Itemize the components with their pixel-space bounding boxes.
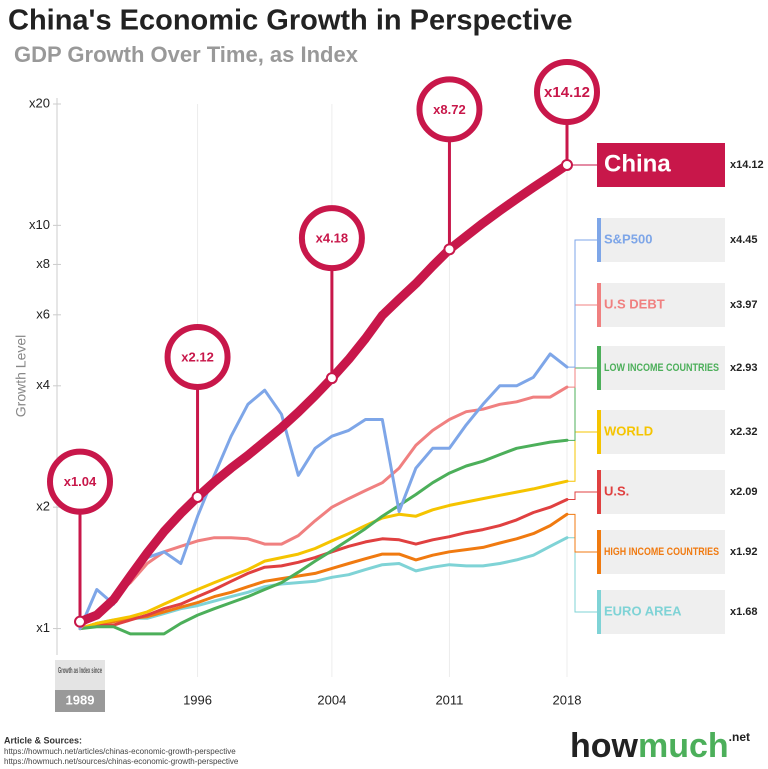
source-link[interactable]: https://howmuch.net/articles/chinas-econ… <box>4 747 236 756</box>
legend-swatch <box>597 470 601 514</box>
legend-connector <box>567 304 597 388</box>
legend-value: x1.68 <box>730 606 758 618</box>
x-tick-label: 1996 <box>183 692 212 707</box>
legend-item: HIGH INCOME COUNTRIES x1.92 <box>597 530 758 574</box>
legend-value: x2.09 <box>730 486 758 498</box>
data-point <box>74 615 86 628</box>
y-tick-label: x4 <box>36 377 50 392</box>
x-start-box <box>55 690 105 712</box>
series-line <box>78 438 569 636</box>
data-point <box>443 243 456 256</box>
legend-value: x3.97 <box>730 299 758 311</box>
legend-box <box>597 470 725 514</box>
legend-connector <box>567 537 597 613</box>
legend-value: x4.45 <box>730 234 758 246</box>
logo-how: how <box>570 727 639 765</box>
legend-label: U.S. <box>604 483 629 498</box>
data-point <box>325 372 338 385</box>
chart-title: China's Economic Growth in Perspective <box>8 5 572 37</box>
y-tick-label: x6 <box>36 306 50 321</box>
y-tick-label: x8 <box>36 256 50 271</box>
series-line <box>78 536 569 631</box>
legend-value: x14.12 <box>730 159 764 171</box>
legend-box <box>597 346 725 390</box>
series-line <box>78 385 569 631</box>
callout-label: x4.18 <box>316 231 349 246</box>
legend-value: x2.93 <box>730 362 758 374</box>
callout-label: x8.72 <box>433 102 466 117</box>
series-line <box>78 352 569 631</box>
legend-swatch <box>597 218 601 262</box>
legend-connector <box>567 367 597 441</box>
legend-item: EURO AREA x1.68 <box>597 590 758 634</box>
legend-item: WORLD x2.32 <box>597 410 758 454</box>
callout-bubble <box>164 323 231 390</box>
callout-label: x2.12 <box>181 349 214 364</box>
series-line <box>75 160 572 627</box>
x-tick-label: 2011 <box>435 692 463 707</box>
legend-swatch <box>597 530 601 574</box>
sources-title: Article & Sources: <box>4 735 82 745</box>
chart-subtitle: GDP Growth Over Time, as Index <box>14 42 359 67</box>
legend-box <box>597 218 725 262</box>
legend-label: LOW INCOME COUNTRIES <box>604 362 719 374</box>
legend-item: U.S DEBT x3.97 <box>597 283 758 327</box>
series-line <box>78 512 569 631</box>
callout-bubble <box>534 59 600 125</box>
legend-item: S&P500 x4.45 <box>597 218 758 262</box>
callout-label: x1.04 <box>64 474 97 489</box>
y-tick-label: x2 <box>36 499 50 514</box>
x-tick-label: 2004 <box>317 692 346 707</box>
y-tick-label: x10 <box>29 217 50 232</box>
legend-swatch <box>597 143 601 187</box>
x-note: Growth as Index since <box>58 666 102 675</box>
callout-bubble <box>298 205 365 272</box>
legend-label: U.S DEBT <box>604 296 665 311</box>
source-link[interactable]: https://howmuch.net/sources/chinas-econo… <box>4 757 239 766</box>
callout-label: x14.12 <box>544 84 590 101</box>
legend-label: China <box>604 150 671 177</box>
data-point <box>561 158 573 171</box>
legend-label: S&P500 <box>604 231 652 246</box>
legend-item: LOW INCOME COUNTRIES x2.93 <box>597 346 758 390</box>
legend-label: WORLD <box>604 423 653 438</box>
legend-swatch <box>597 590 601 634</box>
y-tick-label: x20 <box>29 95 50 110</box>
legend-value: x1.92 <box>730 546 758 558</box>
y-tick-label: x1 <box>36 620 50 635</box>
legend-label: EURO AREA <box>604 603 682 618</box>
logo-net: .net <box>729 730 750 744</box>
legend-item: U.S. x2.09 <box>597 470 758 514</box>
callout-bubble <box>47 448 113 515</box>
legend-value: x2.32 <box>730 426 758 438</box>
legend-box <box>597 410 725 454</box>
y-axis-label: Growth Level <box>13 335 29 417</box>
series-line <box>78 479 569 631</box>
legend-connector <box>567 513 597 553</box>
legend-box <box>597 283 725 327</box>
legend-box <box>597 590 725 634</box>
logo-much: much <box>638 727 729 765</box>
legend-swatch <box>597 346 601 390</box>
legend-connector <box>567 491 597 500</box>
logo: howmuch.net <box>570 727 750 765</box>
legend-connector <box>567 431 597 482</box>
legend-swatch <box>597 283 601 327</box>
x-tick-label: 1989 <box>66 692 95 707</box>
legend-item: China x14.12 <box>597 143 764 187</box>
legend-box <box>597 143 725 187</box>
legend-swatch <box>597 410 601 454</box>
x-tick-label: 2018 <box>553 692 582 707</box>
legend-connector <box>567 239 597 368</box>
callout-bubble <box>416 76 483 143</box>
legend-label: HIGH INCOME COUNTRIES <box>604 546 719 558</box>
data-point <box>191 490 204 503</box>
legend-box <box>597 530 725 574</box>
